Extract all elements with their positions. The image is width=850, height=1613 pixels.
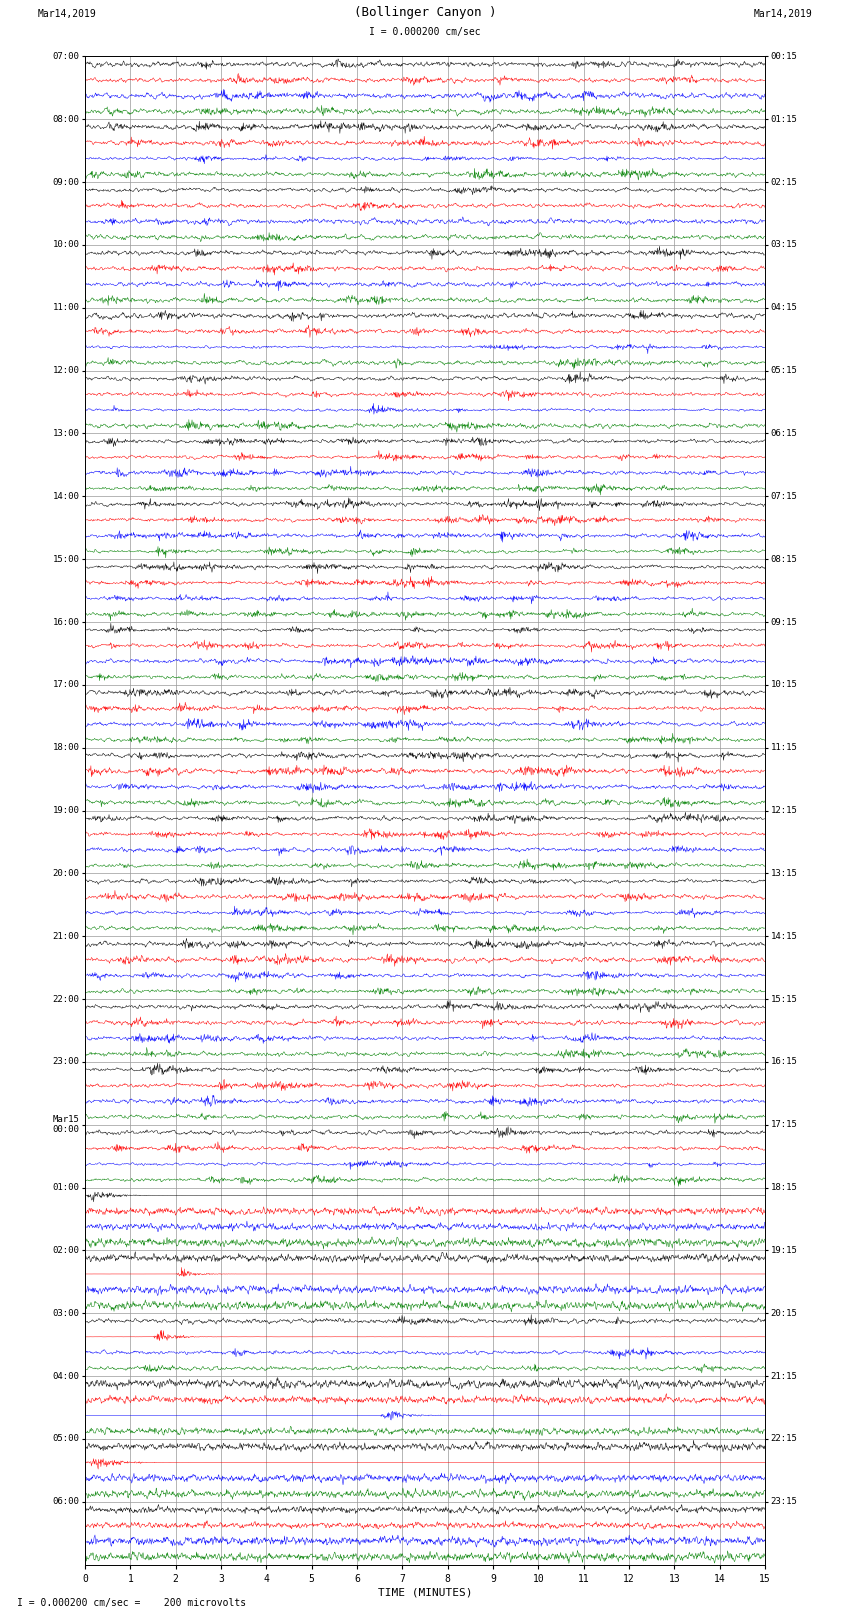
Text: I = 0.000200 cm/sec: I = 0.000200 cm/sec [369,27,481,37]
Text: Mar14,2019: Mar14,2019 [37,8,96,19]
X-axis label: TIME (MINUTES): TIME (MINUTES) [377,1587,473,1598]
Text: Mar14,2019: Mar14,2019 [754,8,813,19]
Text: (Bollinger Canyon ): (Bollinger Canyon ) [354,6,496,19]
Text: I = 0.000200 cm/sec =    200 microvolts: I = 0.000200 cm/sec = 200 microvolts [17,1598,246,1608]
